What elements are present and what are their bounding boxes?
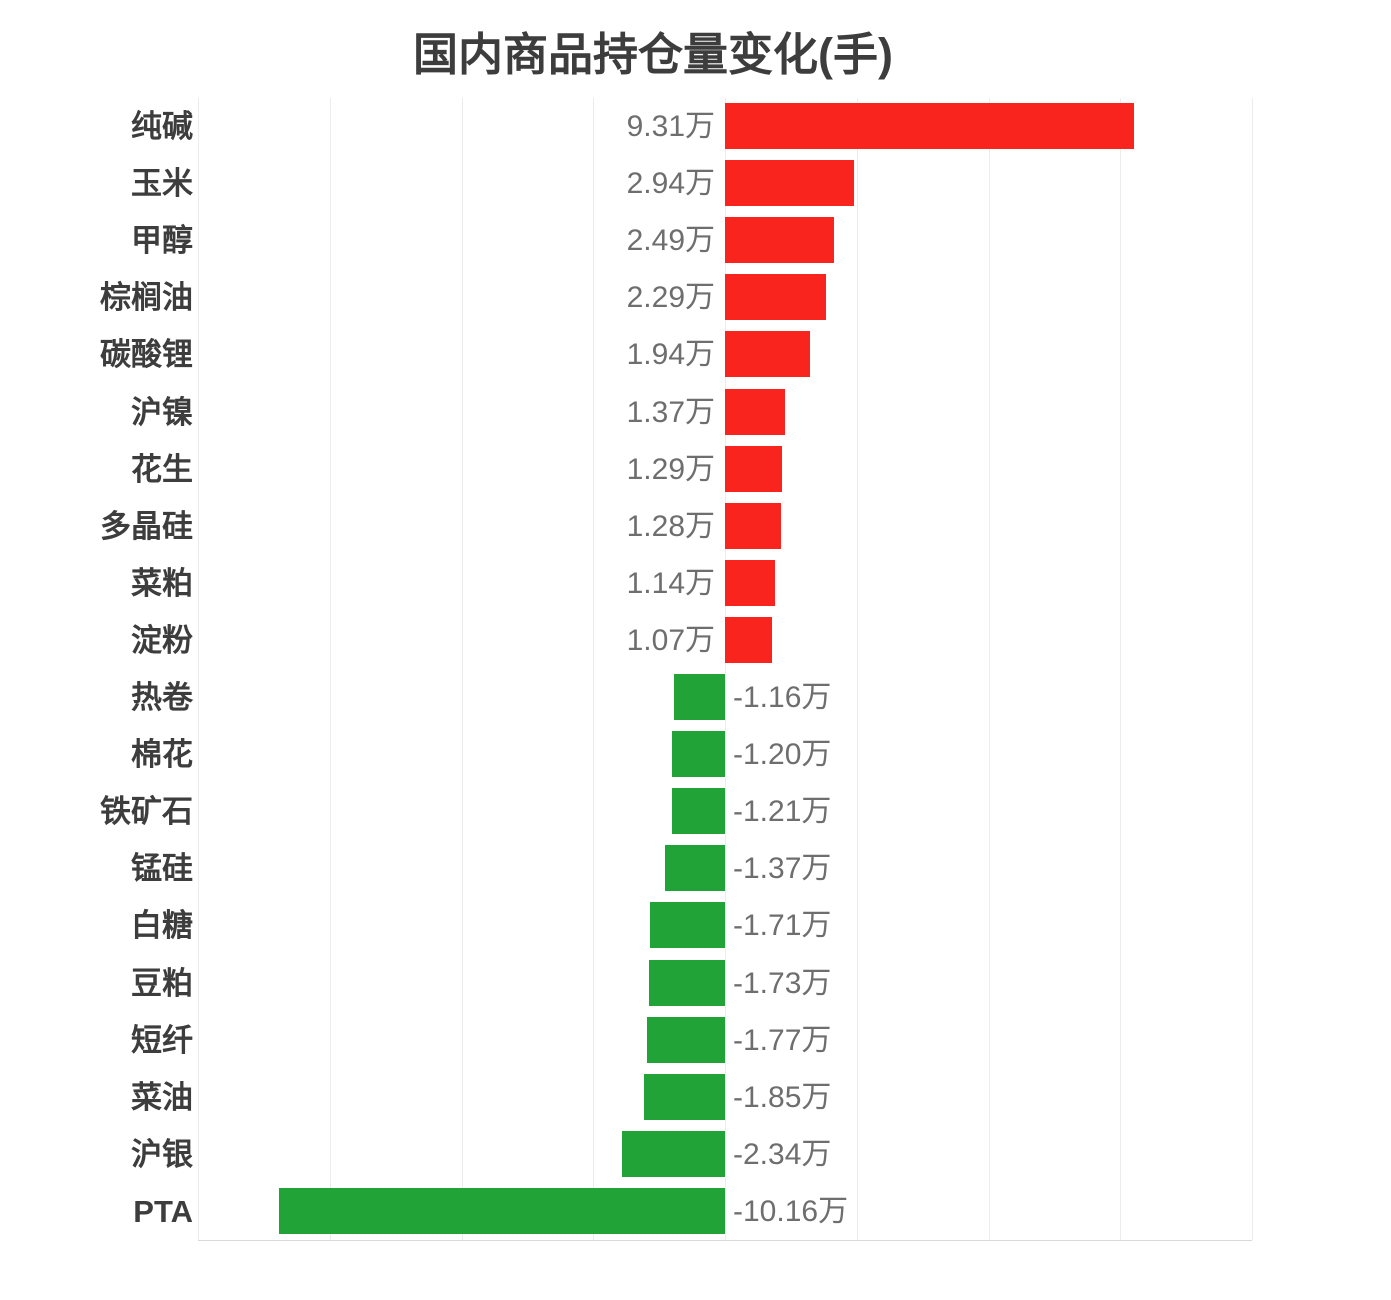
category-label: 豆粕 xyxy=(131,965,193,1001)
plot-area: 9.31万 2.94万 2.49万 2.29万 1.94万 1.37万 1.29万 1.28万… xyxy=(198,98,1253,1241)
bar-row: 1.29万 xyxy=(198,441,1252,498)
value-label: -1.21万 xyxy=(733,795,832,829)
category-label: 花生 xyxy=(131,451,193,487)
negative-bar[interactable] xyxy=(672,731,725,778)
vertical-gridline xyxy=(329,98,331,1240)
category-label: 锰硅 xyxy=(131,851,193,887)
bar-row: -1.73万 xyxy=(198,955,1252,1012)
negative-bar[interactable] xyxy=(622,1130,725,1177)
negative-bar[interactable] xyxy=(664,845,725,892)
category-label: 沪镍 xyxy=(131,394,193,430)
positive-bar[interactable] xyxy=(725,445,782,492)
bar-row: -1.16万 xyxy=(198,669,1252,726)
bar-row: -1.37万 xyxy=(198,840,1252,897)
category-label: 铁矿石 xyxy=(100,794,193,830)
vertical-gridline xyxy=(856,98,858,1240)
positive-bar[interactable] xyxy=(725,616,772,663)
positive-bar[interactable] xyxy=(725,217,835,264)
value-label: 2.49万 xyxy=(626,224,715,258)
bar-row: 1.14万 xyxy=(198,555,1252,612)
category-labels: 纯碱玉米甲醇棕榈油碳酸锂沪镍花生多晶硅菜粕淀粉热卷棉花铁矿石锰硅白糖豆粕短纤菜油… xyxy=(0,98,193,1240)
value-label: -1.85万 xyxy=(733,1080,832,1114)
bar-row: 2.29万 xyxy=(198,269,1252,326)
positive-bar[interactable] xyxy=(725,331,811,378)
value-label: -1.16万 xyxy=(733,681,832,714)
negative-bar[interactable] xyxy=(278,1187,725,1234)
category-label: 淀粉 xyxy=(131,622,193,658)
category-label: 玉米 xyxy=(131,166,193,202)
bar-row: 2.94万 xyxy=(198,155,1252,212)
bar-row: -1.85万 xyxy=(198,1069,1252,1126)
value-label: 1.94万 xyxy=(626,338,715,372)
bar-row: 1.07万 xyxy=(198,612,1252,669)
value-label: 9.31万 xyxy=(626,110,715,143)
value-label: -1.77万 xyxy=(733,1023,832,1057)
bar-row: -1.77万 xyxy=(198,1012,1252,1069)
value-label: -1.73万 xyxy=(733,966,832,1000)
chart-title: 国内商品持仓量变化(手) xyxy=(413,29,893,80)
bar-row: -1.21万 xyxy=(198,783,1252,840)
value-label: -1.20万 xyxy=(733,738,832,772)
value-label: 1.28万 xyxy=(626,509,715,543)
bar-row: -10.16万 xyxy=(198,1183,1252,1240)
positive-bar[interactable] xyxy=(725,160,855,207)
value-label: 1.29万 xyxy=(626,452,715,486)
value-label: 2.94万 xyxy=(626,167,715,201)
bar-row: -2.34万 xyxy=(198,1126,1252,1183)
value-label: -10.16万 xyxy=(733,1194,849,1228)
bar-row: 9.31万 xyxy=(198,98,1252,155)
category-label: 棕榈油 xyxy=(100,280,193,316)
category-label: PTA xyxy=(133,1193,193,1229)
positive-bar[interactable] xyxy=(725,103,1134,149)
value-label: 1.37万 xyxy=(626,395,715,429)
value-label: -2.34万 xyxy=(733,1137,832,1171)
category-label: 碳酸锂 xyxy=(100,337,193,373)
negative-bar[interactable] xyxy=(647,1016,725,1063)
category-label: 棉花 xyxy=(131,737,193,773)
vertical-gridline xyxy=(725,98,726,1240)
vertical-gridline xyxy=(198,98,199,1240)
category-label: 菜油 xyxy=(131,1079,193,1115)
negative-bar[interactable] xyxy=(671,788,725,835)
category-label: 短纤 xyxy=(131,1022,193,1058)
category-label: 沪银 xyxy=(131,1136,193,1172)
negative-bar[interactable] xyxy=(643,1073,725,1120)
vertical-gridline xyxy=(461,98,463,1240)
vertical-gridline xyxy=(988,98,990,1240)
category-label: 纯碱 xyxy=(131,109,193,144)
positive-bar[interactable] xyxy=(725,502,782,549)
value-label: -1.71万 xyxy=(733,909,832,943)
value-label: 1.14万 xyxy=(626,566,715,600)
bar-row: -1.20万 xyxy=(198,726,1252,783)
negative-bar[interactable] xyxy=(674,674,725,720)
bar-row: 2.49万 xyxy=(198,212,1252,269)
bar-row: 1.37万 xyxy=(198,384,1252,441)
category-label: 多晶硅 xyxy=(100,508,193,544)
value-label: 2.29万 xyxy=(626,281,715,315)
negative-bar[interactable] xyxy=(649,959,725,1006)
category-label: 甲醇 xyxy=(131,223,193,259)
vertical-gridline xyxy=(1252,98,1253,1240)
positive-bar[interactable] xyxy=(725,274,826,321)
positive-bar[interactable] xyxy=(725,388,786,435)
negative-bar[interactable] xyxy=(649,902,725,949)
bar-row: 1.28万 xyxy=(198,498,1252,555)
category-label: 热卷 xyxy=(131,680,193,715)
vertical-gridline xyxy=(593,98,595,1240)
value-label: 1.07万 xyxy=(626,623,715,657)
bar-row: -1.71万 xyxy=(198,897,1252,954)
category-label: 白糖 xyxy=(131,908,193,944)
positive-bar[interactable] xyxy=(725,559,776,606)
vertical-gridline xyxy=(1120,98,1122,1240)
category-label: 菜粕 xyxy=(131,565,193,601)
bar-row: 1.94万 xyxy=(198,326,1252,383)
value-label: -1.37万 xyxy=(733,852,832,886)
